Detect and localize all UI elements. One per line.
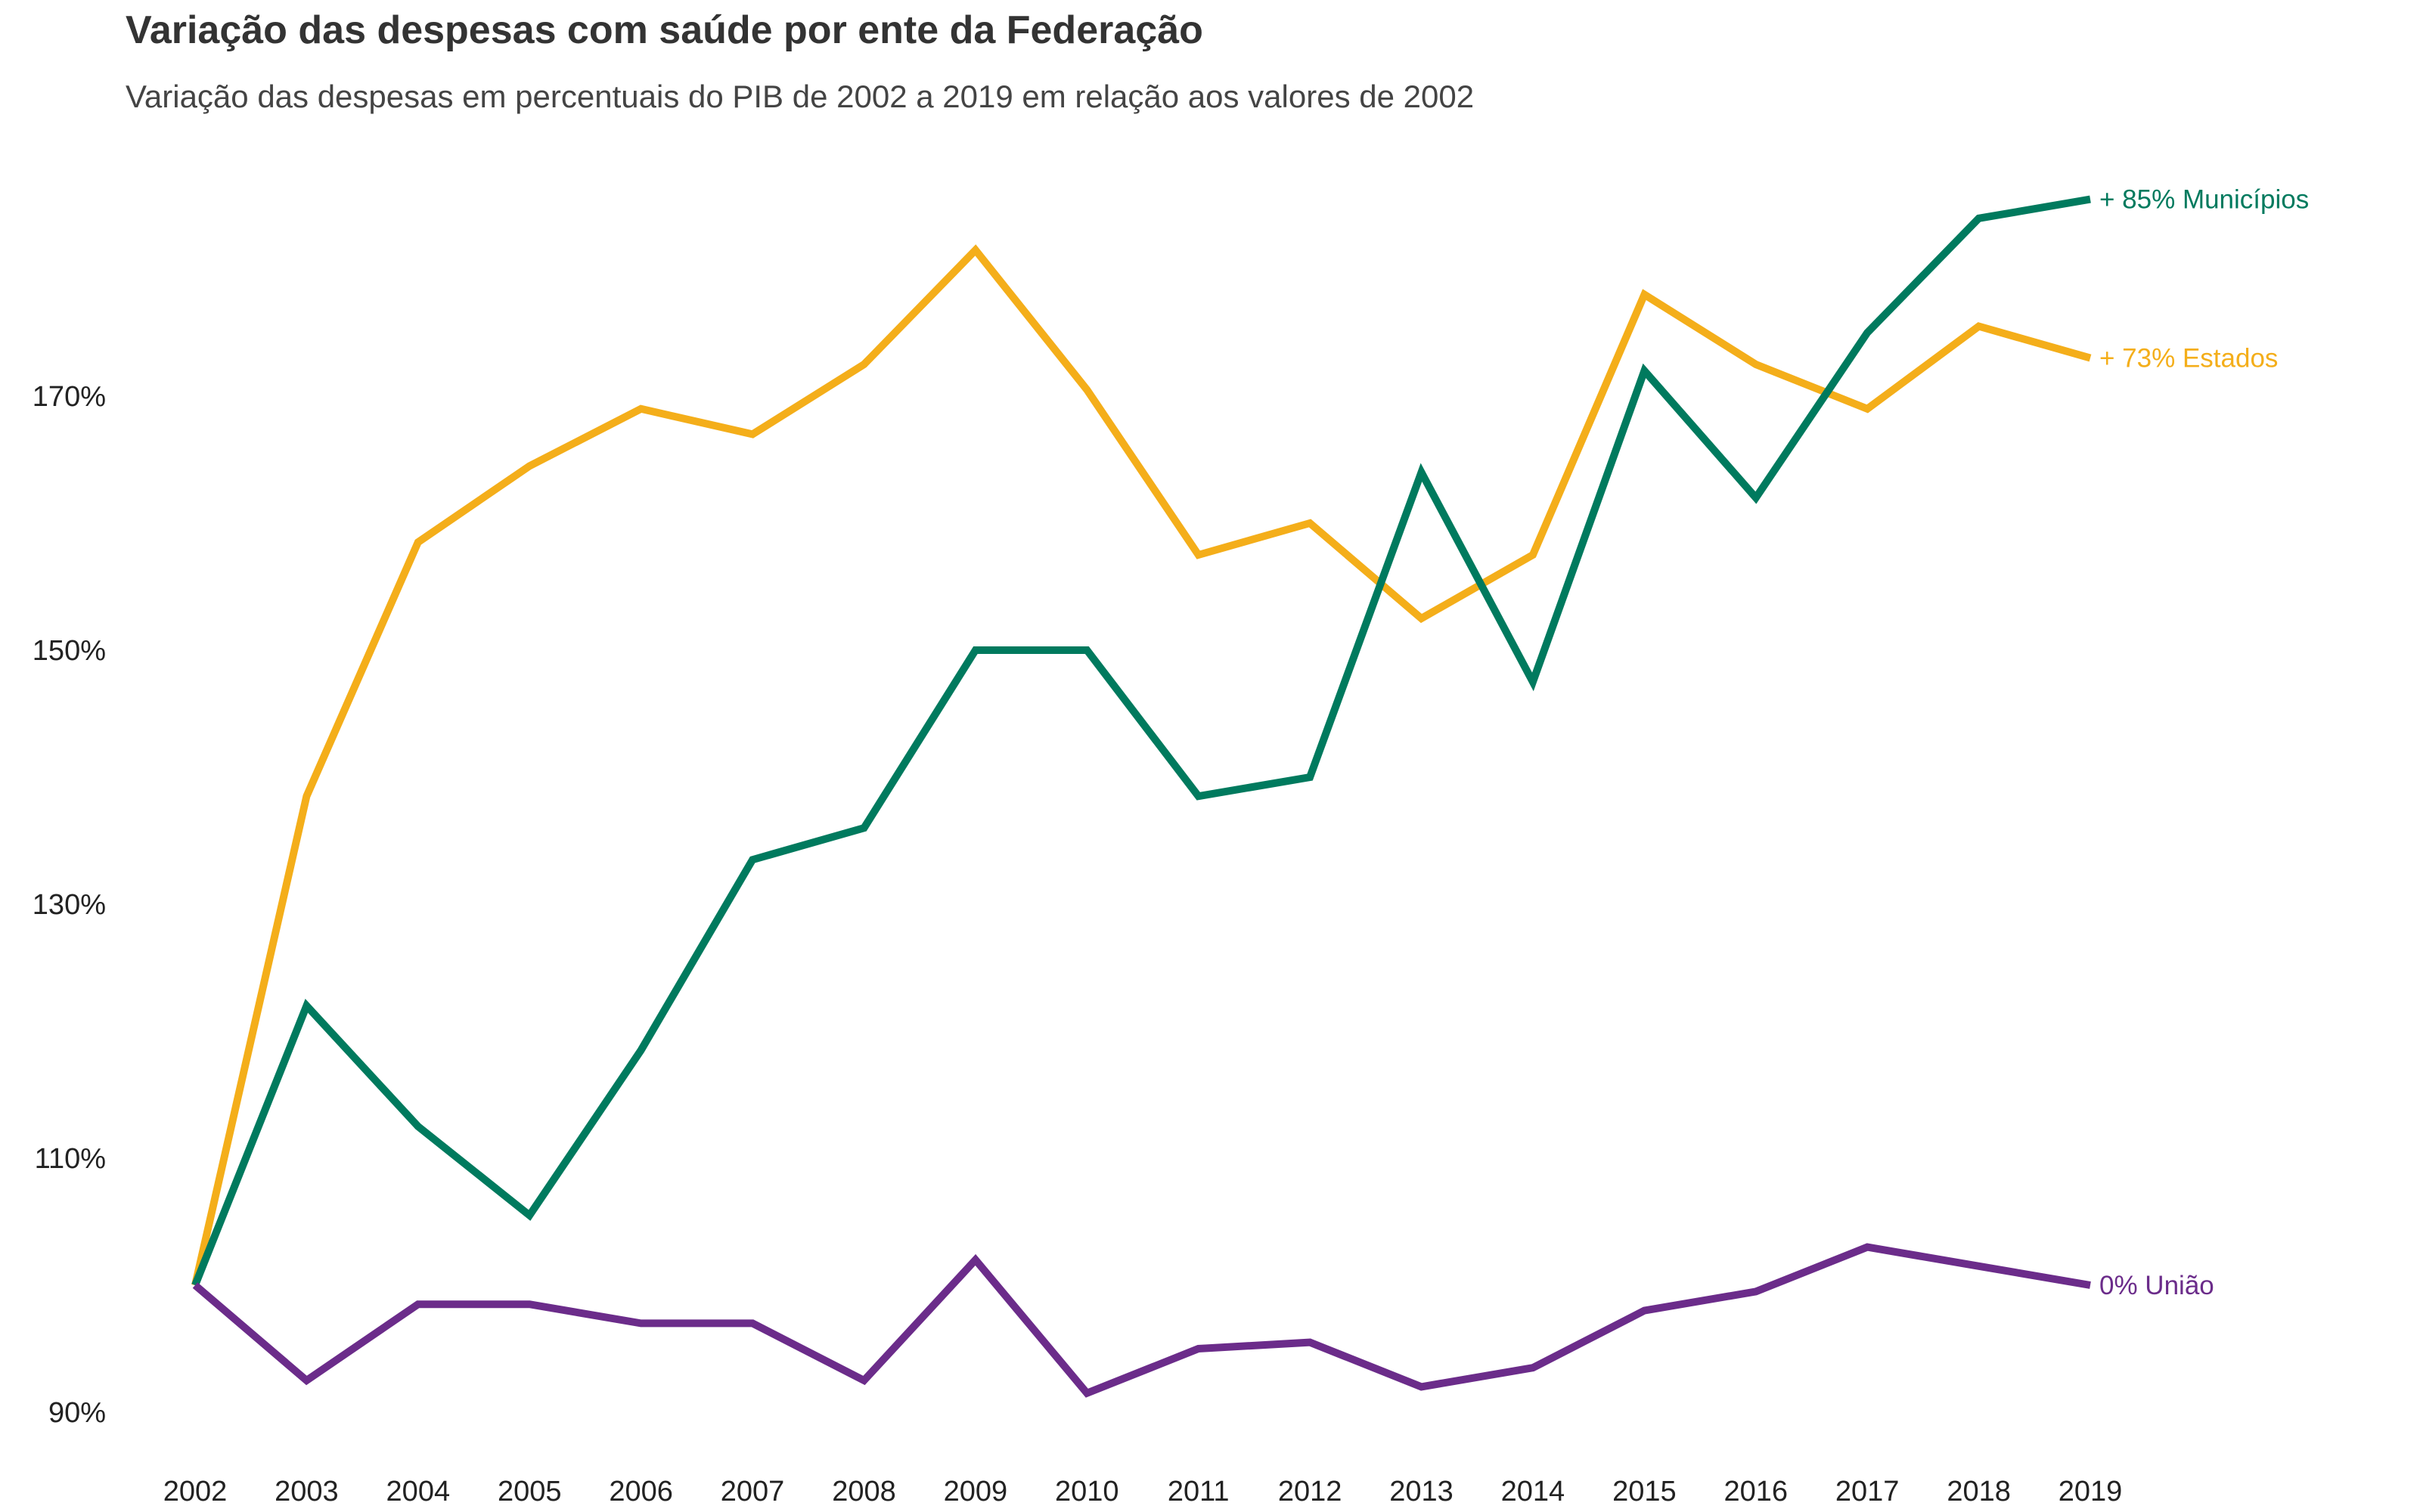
x-tick-label: 2018 [1947,1476,2011,1507]
series-line-municipios [191,195,2091,1287]
x-tick-label: 2013 [1389,1476,1454,1507]
x-tick-label: 2011 [1168,1476,1230,1507]
series-line-estados [191,244,2092,1287]
x-tick-label: 2003 [275,1476,339,1507]
x-tick-label: 2008 [832,1476,896,1507]
series-lines [191,195,2092,1398]
series-end-labels: + 73% Estados + 85% Municípios 0% União [2099,185,2309,1300]
x-tick-label: 2006 [609,1476,673,1507]
y-tick-label: 90% [48,1397,106,1429]
x-tick-label: 2017 [1835,1476,1900,1507]
x-tick-label: 2014 [1501,1476,1565,1507]
end-label-estados: + 73% Estados [2099,344,2278,373]
chart-title: Variação das despesas com saúde por ente… [126,8,1203,52]
end-label-municipios: + 85% Municípios [2099,185,2309,215]
x-tick-label: 2004 [386,1476,451,1507]
x-tick-label: 2019 [2059,1476,2123,1507]
x-tick-label: 2016 [1723,1476,1788,1507]
y-tick-label: 130% [33,889,106,921]
y-tick-label: 150% [33,635,106,667]
end-label-uniao: 0% União [2099,1271,2214,1300]
series-line-uniao [192,1243,2091,1398]
x-axis: 2002 2003 2004 2005 2006 2007 2008 2009 2010 2011… [163,1476,2123,1507]
y-tick-label: 170% [33,381,106,413]
y-axis: 90% 110% 130% 150% 170% [33,381,106,1429]
x-tick-label: 2009 [944,1476,1008,1507]
x-tick-label: 2007 [721,1476,785,1507]
y-tick-label: 110% [35,1143,106,1175]
x-tick-label: 2005 [498,1476,562,1507]
x-tick-label: 2012 [1278,1476,1342,1507]
x-tick-label: 2015 [1612,1476,1677,1507]
chart-subtitle: Variação das despesas em percentuais do … [126,79,1475,114]
x-tick-label: 2002 [163,1476,228,1507]
x-tick-label: 2010 [1055,1476,1119,1507]
